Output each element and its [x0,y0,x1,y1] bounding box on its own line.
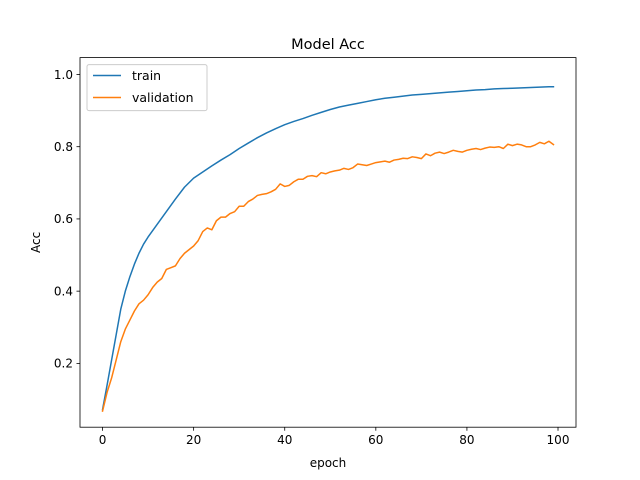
x-tick-label: 0 [99,433,107,447]
y-tick-label: 1.0 [54,68,73,82]
y-axis-title: Acc [29,232,43,253]
y-tick-label: 0.2 [54,357,73,371]
x-tick-label: 80 [459,433,474,447]
legend: train validation [86,64,208,112]
legend-label-train: train [132,68,161,83]
chart-title: Model Acc [291,37,365,53]
x-tick-label: 40 [277,433,292,447]
x-axis: 0 20 40 60 80 100 [99,427,570,447]
y-tick-label: 0.4 [54,284,73,298]
x-tick-label: 20 [186,433,201,447]
series-line-validation [101,140,555,412]
y-tick-label: 0.8 [54,140,73,154]
legend-label-validation: validation [132,90,194,105]
series-layer [101,85,555,412]
y-axis: 0.2 0.4 0.6 0.8 1.0 [54,68,80,371]
y-tick-label: 0.6 [54,212,73,226]
series-line-train [101,85,555,411]
x-tick-label: 100 [547,433,570,447]
x-tick-label: 60 [368,433,383,447]
plot-frame [79,57,577,428]
x-axis-title: epoch [310,456,347,470]
